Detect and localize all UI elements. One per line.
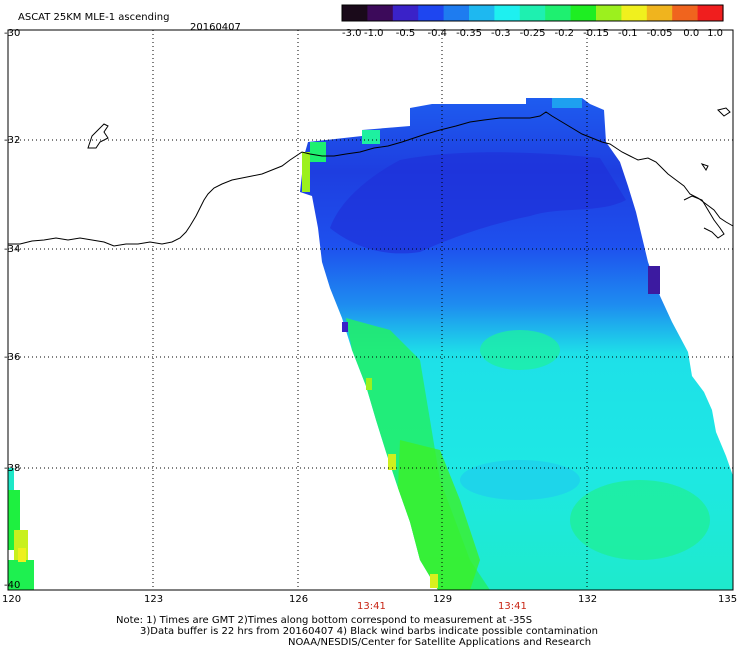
swath-green-px-5	[310, 142, 326, 162]
coastline-eyre	[87, 123, 109, 149]
colorbar-segment	[418, 5, 445, 21]
swath-purple-px	[648, 266, 660, 294]
swath-green-patch-2	[570, 480, 710, 560]
lon-labels: 120 123 126 129 132 135	[2, 594, 737, 605]
lat-labels: -30 -32 -34 -36 -38 -40	[4, 28, 20, 591]
lat-label: -36	[4, 352, 20, 363]
colorbar-tick-label: -0.1	[618, 28, 638, 39]
note-line-2: 3)Data buffer is 22 hrs from 20160407 4)…	[140, 626, 598, 637]
colorbar-tick-label: -0.15	[583, 28, 609, 39]
coastline-islands	[700, 107, 731, 171]
colorbar-segment	[570, 5, 597, 21]
colorbar-tick-label: -0.25	[520, 28, 546, 39]
colorbar-segment	[646, 5, 673, 21]
west-swath-4	[8, 560, 34, 590]
colorbar-segment	[596, 5, 622, 21]
swath-yellow-px-1	[366, 378, 372, 390]
west-swath-1	[8, 468, 14, 508]
colorbar-segment	[342, 5, 368, 21]
chart-title: ASCAT 25KM MLE-1 ascending	[18, 12, 169, 23]
colorbar-segment	[469, 5, 495, 21]
time-label: 13:41	[498, 601, 527, 612]
colorbar-segment	[545, 5, 572, 21]
swath-north-tip	[552, 98, 582, 108]
swath-purple-px-2	[342, 322, 348, 332]
colorbar-tick-label: -3.0	[342, 28, 362, 39]
lat-label: -38	[4, 463, 20, 474]
lon-label: 135	[718, 594, 737, 605]
colorbar-tick-label: 0.0	[683, 28, 699, 39]
note-line-1: Note: 1) Times are GMT 2)Times along bot…	[116, 615, 533, 626]
colorbar-segment	[697, 5, 724, 21]
lon-label: 120	[2, 594, 21, 605]
colorbar-tick-label: -0.2	[554, 28, 574, 39]
swath-green-px-6	[362, 130, 380, 144]
swath-core-dark	[330, 152, 626, 254]
colorbar-tick-label: -0.05	[647, 28, 673, 39]
swath-yellow-px-4	[302, 152, 310, 192]
colorbar-tick-label: 1.0	[707, 28, 723, 39]
lon-label: 123	[144, 594, 163, 605]
swath-green-strip	[398, 440, 480, 590]
colorbar-segment	[494, 5, 521, 21]
wind-swath	[300, 98, 733, 590]
lat-label: -34	[4, 244, 20, 255]
colorbar-tick-label: -0.4	[427, 28, 447, 39]
colorbar-tick-label: -0.3	[491, 28, 511, 39]
colorbar-segment	[672, 5, 699, 21]
coastline-gulf	[683, 195, 725, 239]
lon-label: 132	[578, 594, 597, 605]
swath-yellow-px-2	[388, 454, 396, 470]
colorbar-ticks: -3.0 -1.0 -0.5 -0.4 -0.35 -0.3 -0.25 -0.2 -0.15-…	[342, 28, 723, 39]
swath-green-patch-1	[480, 330, 560, 370]
lon-label: 129	[433, 594, 452, 605]
swath-cyan-patch	[460, 460, 580, 500]
plot-frame	[7, 29, 734, 591]
colorbar-segment	[443, 5, 470, 21]
wind-swath-west	[8, 468, 34, 590]
colorbar	[341, 4, 724, 22]
colorbar-segment	[519, 5, 546, 21]
colorbar-tick-label: -1.0	[364, 28, 384, 39]
chart-date: 20160407	[190, 22, 241, 33]
time-label: 13:41	[357, 601, 386, 612]
note-line-3: NOAA/NESDIS/Center for Satellite Applica…	[288, 637, 592, 648]
colorbar-tick-label: -0.5	[396, 28, 416, 39]
lon-label: 126	[289, 594, 308, 605]
west-swath-5	[18, 548, 26, 562]
lat-label: -40	[4, 580, 20, 591]
colorbar-frame	[341, 4, 724, 22]
coastline	[8, 107, 734, 247]
swath-yellow-px-3	[430, 574, 438, 588]
graticule	[8, 30, 733, 590]
colorbar-segment	[367, 5, 394, 21]
lat-label: -30	[4, 28, 20, 39]
lat-label: -32	[4, 135, 20, 146]
colorbar-tick-label: -0.35	[456, 28, 482, 39]
coastline-mainland	[8, 111, 734, 247]
colorbar-segment	[392, 5, 419, 21]
colorbar-segment	[621, 5, 648, 21]
